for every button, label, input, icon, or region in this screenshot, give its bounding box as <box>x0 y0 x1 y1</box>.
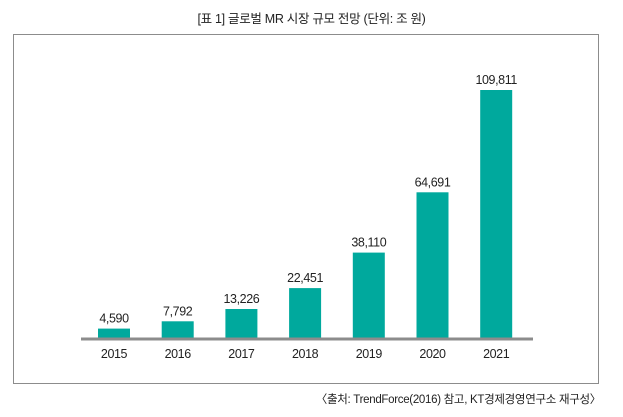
value-label-2015: 4,590 <box>99 312 129 326</box>
x-tick-label-2016: 2016 <box>165 347 192 361</box>
bar-2021 <box>480 90 513 339</box>
bars-group <box>98 90 513 339</box>
chart-frame <box>13 34 599 384</box>
value-label-2016: 7,792 <box>163 304 193 318</box>
value-label-2021: 109,811 <box>475 73 517 87</box>
bar-2019 <box>352 252 385 339</box>
value-label-2018: 22,451 <box>287 271 323 285</box>
bar-2018 <box>289 288 322 339</box>
chart-title: [표 1] 글로벌 MR 시장 규모 전망 (단위: 조 원) <box>197 12 426 26</box>
x-tick-label-2020: 2020 <box>419 347 446 361</box>
x-tick-label-2017: 2017 <box>228 347 255 361</box>
x-tick-label-2015: 2015 <box>101 347 128 361</box>
bar-2016 <box>161 321 194 339</box>
x-tick-label-2018: 2018 <box>292 347 319 361</box>
bar-2020 <box>416 192 449 339</box>
bar-2017 <box>225 309 258 339</box>
x-tick-label-2019: 2019 <box>356 347 383 361</box>
labels-group: 4,590 2015 7,792 2016 13,226 2017 22,451 2018 38… <box>99 73 517 361</box>
value-label-2017: 13,226 <box>223 292 259 306</box>
source-note: 〈출처: TrendForce(2016) 참고, KT경제경영연구소 재구성〉 <box>315 394 602 406</box>
bar-2015 <box>98 328 130 339</box>
x-tick-label-2021: 2021 <box>483 347 510 361</box>
value-label-2019: 38,110 <box>351 236 386 250</box>
value-label-2020: 64,691 <box>415 175 451 189</box>
